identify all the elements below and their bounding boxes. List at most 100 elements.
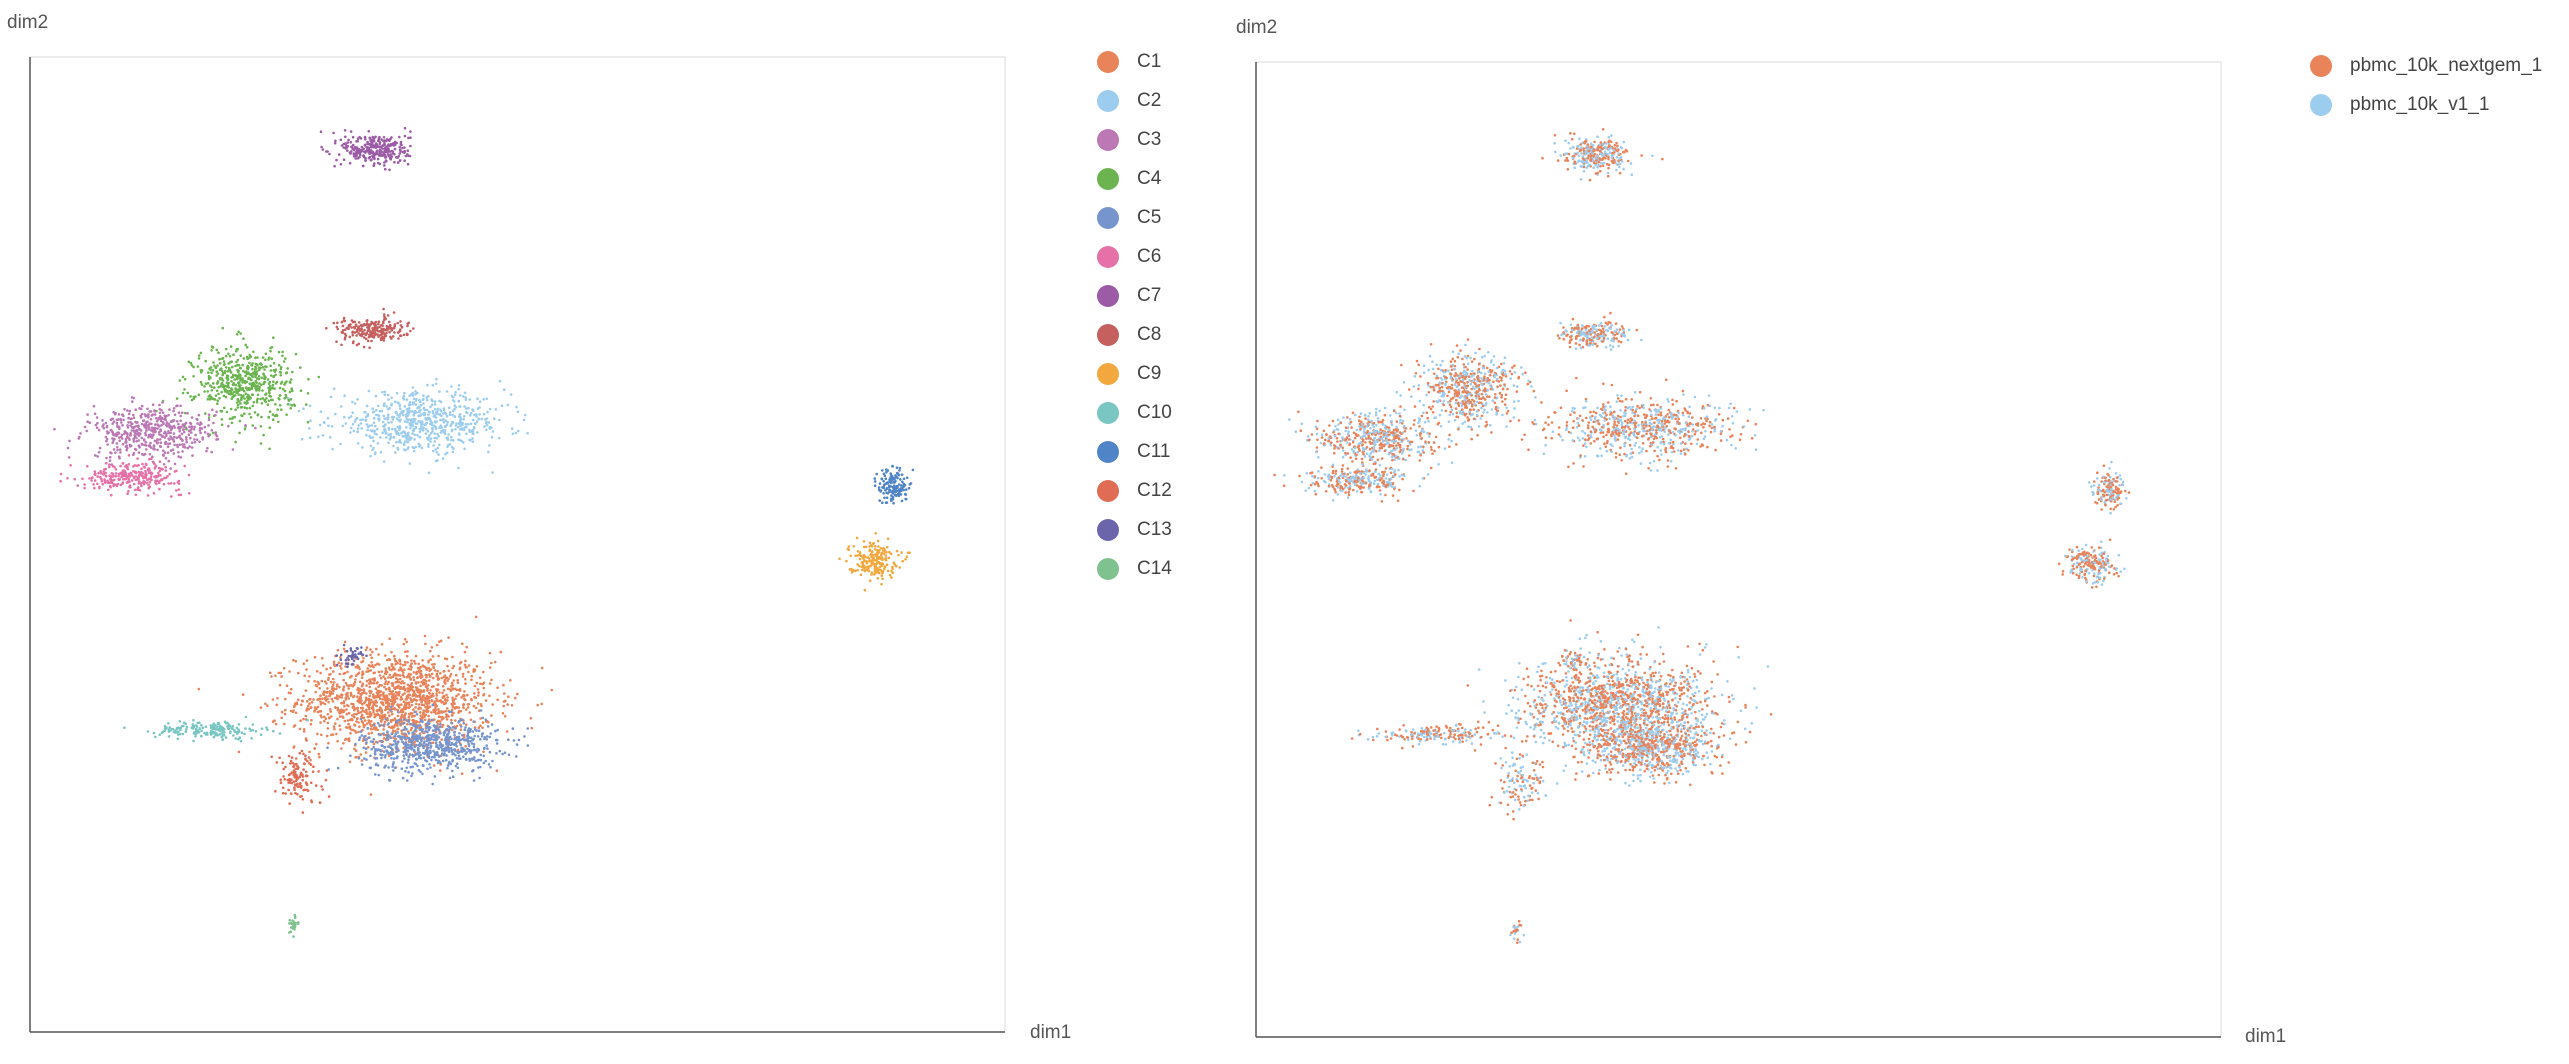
data-point: [370, 656, 374, 660]
data-point: [383, 672, 387, 675]
data-point: [385, 695, 389, 699]
data-point: [292, 709, 295, 712]
data-point: [412, 449, 416, 453]
data-point: [285, 371, 289, 374]
data-point: [106, 479, 109, 483]
data-point: [330, 425, 334, 428]
data-point: [465, 723, 468, 726]
data-point: [413, 438, 416, 441]
data-point: [421, 429, 425, 432]
data-point: [137, 439, 141, 442]
data-point: [325, 682, 328, 685]
data-point: [250, 737, 253, 740]
data-point: [409, 426, 412, 430]
data-point: [213, 364, 216, 368]
data-point: [356, 157, 360, 160]
data-point: [391, 335, 395, 338]
data-point: [437, 710, 441, 713]
data-point: [422, 698, 425, 701]
data-point: [164, 440, 168, 444]
data-point: [260, 376, 264, 380]
data-point: [200, 735, 203, 738]
data-point: [321, 434, 325, 437]
data-point: [472, 668, 476, 671]
data-point: [419, 714, 423, 718]
data-point: [123, 465, 127, 468]
data-point: [292, 746, 296, 749]
data-point: [392, 141, 396, 145]
data-point: [440, 711, 444, 714]
data-point: [386, 730, 389, 733]
data-point: [236, 403, 240, 407]
data-point: [259, 397, 262, 401]
data-point: [265, 726, 268, 729]
data-point: [483, 736, 487, 739]
data-point: [398, 706, 401, 709]
data-point: [362, 746, 366, 750]
data-point: [359, 422, 363, 425]
data-point: [305, 700, 309, 703]
data-point: [275, 703, 279, 707]
data-point: [428, 742, 432, 745]
data-point: [415, 734, 418, 737]
data-point: [377, 670, 381, 674]
data-point: [172, 409, 175, 413]
data-point: [415, 411, 418, 414]
data-point: [308, 750, 311, 754]
data-point: [132, 426, 135, 430]
data-point: [283, 712, 287, 716]
data-point: [411, 694, 415, 698]
data-point: [234, 408, 237, 412]
data-point: [132, 482, 136, 486]
data-point: [327, 795, 331, 798]
data-point: [489, 732, 493, 735]
data-point: [352, 429, 356, 433]
data-point: [472, 720, 476, 723]
data-point: [343, 719, 347, 723]
data-point: [439, 769, 442, 772]
data-point: [457, 384, 461, 387]
data-point: [248, 412, 251, 416]
data-point: [523, 413, 527, 417]
data-point: [114, 468, 118, 471]
data-point: [366, 339, 370, 343]
data-point: [342, 685, 346, 688]
data-point: [443, 411, 447, 415]
data-point: [377, 138, 381, 141]
data-point: [375, 408, 378, 412]
data-point: [424, 679, 428, 683]
data-point: [173, 462, 177, 466]
data-point: [86, 465, 89, 468]
data-point: [269, 364, 273, 368]
data-point: [400, 767, 404, 770]
data-point: [405, 398, 409, 401]
data-point: [536, 703, 539, 707]
data-point: [348, 725, 352, 728]
data-point: [319, 130, 323, 133]
data-point: [356, 151, 360, 155]
data-point: [122, 469, 126, 472]
data-point: [401, 664, 405, 667]
data-point: [427, 395, 430, 398]
data-point: [435, 734, 439, 737]
data-point: [305, 707, 309, 710]
data-point: [361, 702, 364, 706]
data-point: [496, 728, 500, 732]
data-point: [354, 665, 358, 669]
data-point: [344, 662, 348, 665]
data-point: [387, 733, 390, 737]
data-point: [268, 410, 272, 414]
data-point: [276, 696, 279, 700]
data-point: [268, 426, 272, 430]
data-point: [495, 752, 498, 755]
data-point: [158, 469, 162, 473]
data-point: [383, 318, 386, 321]
data-point: [479, 753, 483, 757]
data-point: [210, 429, 214, 432]
data-point: [380, 643, 384, 646]
data-point: [332, 725, 336, 728]
data-point: [392, 311, 396, 314]
data-point: [384, 680, 388, 683]
data-point: [167, 413, 170, 417]
data-point: [357, 424, 360, 427]
